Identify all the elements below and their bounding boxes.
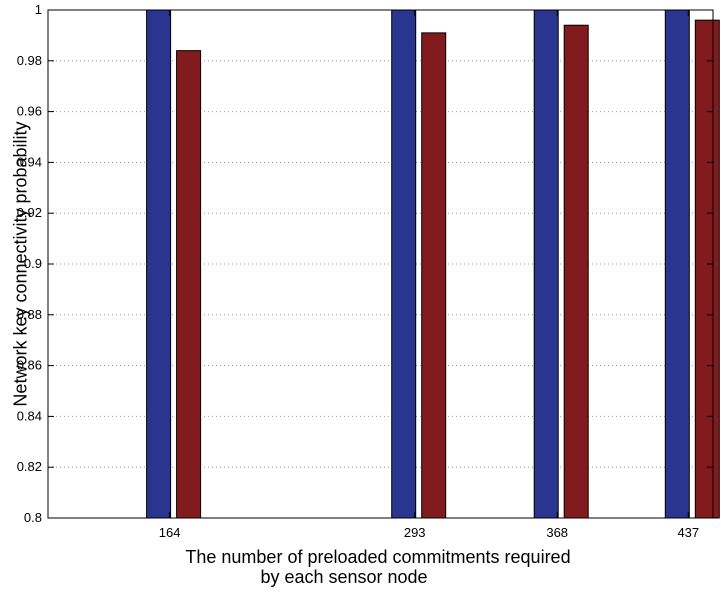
x-axis-label-line1: The number of preloaded commitments requ… [185, 547, 570, 567]
bar-series2-437 [694, 19, 720, 519]
bar-series2-368 [563, 24, 589, 519]
x-tick-label: 164 [159, 525, 181, 540]
bar-series1-164 [146, 9, 172, 519]
bar-series2-164 [176, 50, 202, 519]
bar-series2-293 [421, 32, 447, 519]
x-tick-label: 293 [404, 525, 426, 540]
y-tick-label: 0.86 [17, 358, 42, 373]
y-tick-label: 0.98 [17, 53, 42, 68]
bar-series1-293 [391, 9, 417, 519]
y-axis-label: Network key connectivity probability [10, 121, 30, 406]
y-tick-label: 0.92 [17, 205, 42, 220]
y-tick-label: 0.96 [17, 104, 42, 119]
bar-series1-368 [533, 9, 559, 519]
y-tick-label: 0.94 [17, 154, 42, 169]
y-axis-ticks: 0.8 0.82 0.84 0.86 0.88 0.9 0.92 0.94 0.96 0.98 1 [17, 2, 713, 525]
y-tick-label: 0.82 [17, 459, 42, 474]
bar-series1-437 [664, 9, 690, 519]
y-tick-label: 0.8 [24, 510, 42, 525]
y-tick-label: 0.88 [17, 307, 42, 322]
y-tick-label: 1 [35, 2, 42, 17]
x-axis-ticks: 164 293 368 437 [159, 10, 699, 540]
y-tick-label: 0.9 [24, 256, 42, 271]
x-axis-label-line2: by each sensor node [260, 567, 427, 587]
x-tick-label: 368 [546, 525, 568, 540]
x-tick-label: 437 [677, 525, 699, 540]
bars [146, 9, 720, 519]
y-tick-label: 0.84 [17, 408, 42, 423]
